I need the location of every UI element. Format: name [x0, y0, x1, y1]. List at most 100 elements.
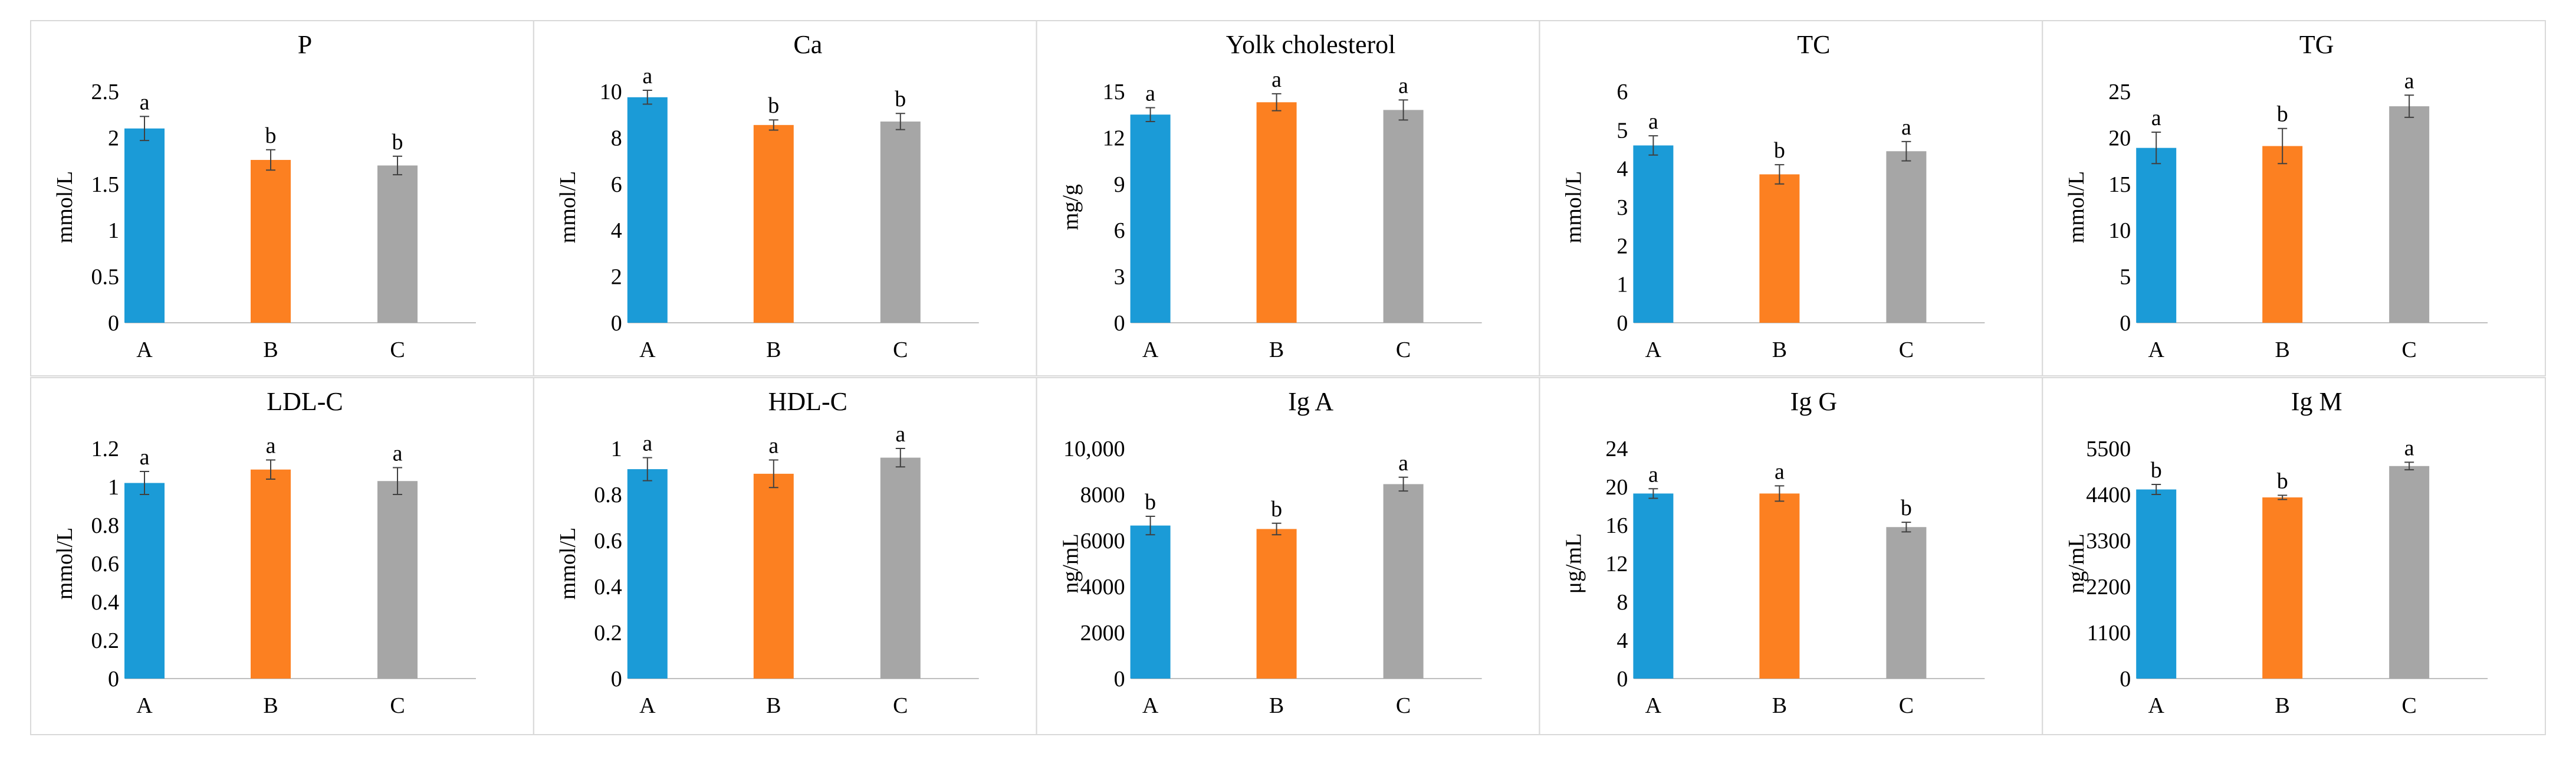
y-tick-label: 0	[108, 311, 119, 336]
y-tick-label: 3300	[2086, 529, 2131, 553]
y-axis-label: mmol/L	[52, 171, 77, 243]
y-tick-label: 0	[611, 311, 622, 336]
significance-letter: b	[392, 130, 403, 155]
x-tick-label: A	[1645, 338, 1662, 362]
error-bar-B	[2278, 494, 2288, 500]
significance-letter: b	[895, 87, 906, 112]
error-bar-B	[1271, 93, 1282, 112]
x-tick-label: A	[639, 693, 656, 718]
bar-C	[880, 121, 921, 323]
y-tick-label: 1.2	[91, 437, 120, 461]
bar-A	[1130, 114, 1171, 323]
error-bar-A	[1648, 488, 1658, 499]
y-tick-label: 5	[2120, 265, 2131, 290]
bar-C	[1886, 527, 1927, 679]
x-tick-label: A	[136, 338, 153, 362]
x-tick-label: B	[2275, 693, 2290, 718]
error-bar-A	[1145, 107, 1155, 122]
chart-title: LDL-C	[267, 387, 343, 416]
y-tick-label: 0.8	[91, 513, 120, 538]
chart-panel-5: TG mmol/L 0 5 10 15 20 25 a Ab Ba C	[2042, 20, 2546, 376]
y-tick-label: 6	[1114, 218, 1125, 243]
y-tick-label: 4000	[1080, 575, 1125, 600]
bar-C	[2389, 466, 2430, 679]
y-tick-label: 20	[2108, 126, 2131, 150]
y-tick-label: 1	[108, 218, 119, 243]
y-tick-label: 0.2	[594, 621, 622, 646]
error-bar-C	[393, 155, 402, 176]
y-tick-label: 6	[611, 172, 622, 197]
bar-B	[1759, 174, 1800, 323]
y-tick-label: 0.5	[91, 265, 120, 290]
y-axis-label: mg/g	[1059, 184, 1083, 230]
y-tick-label: 0.6	[594, 529, 622, 553]
x-tick-label: C	[390, 693, 405, 718]
significance-letter: b	[2277, 102, 2288, 127]
y-tick-label: 5500	[2086, 437, 2131, 461]
y-tick-label: 10	[600, 80, 622, 104]
significance-letter: a	[1145, 81, 1155, 106]
bar-B	[1256, 529, 1297, 679]
chart-panel-2: Ca mmol/L 0 2 4 6 8 10 a Ab Bb C	[533, 20, 1037, 376]
significance-letter: b	[1774, 138, 1785, 163]
error-bar-A	[2151, 483, 2161, 495]
x-tick-label: B	[263, 338, 278, 362]
y-tick-label: 4	[1616, 628, 1628, 653]
significance-letter: b	[265, 123, 277, 148]
chart-title: TC	[1797, 30, 1830, 59]
y-axis-label: mmol/L	[52, 528, 77, 600]
bar-B	[251, 469, 291, 679]
error-bar-B	[1775, 485, 1785, 502]
bar-C	[2389, 106, 2430, 323]
error-bar-B	[768, 119, 778, 131]
x-tick-label: A	[136, 693, 153, 718]
y-tick-label: 25	[2108, 80, 2131, 104]
chart-title: P	[298, 30, 312, 59]
significance-letter: a	[1271, 67, 1282, 92]
x-tick-label: B	[766, 693, 781, 718]
bar-A	[1633, 145, 1674, 323]
chart-title: Ig G	[1790, 387, 1837, 416]
y-tick-label: 2.5	[91, 80, 120, 104]
y-tick-label: 6	[1616, 80, 1628, 104]
significance-letter: b	[768, 93, 779, 118]
y-tick-label: 0	[1114, 311, 1125, 336]
y-tick-label: 2	[611, 265, 622, 290]
chart-panel-6: LDL-C mmol/L 0 0.2 0.4 0.6 0.8 1 1.2 a Aa Ba C	[30, 377, 534, 735]
bar-B	[251, 160, 291, 323]
bar-B	[2262, 146, 2303, 323]
significance-letter: a	[266, 434, 276, 458]
error-bar-A	[1648, 135, 1658, 156]
error-bar-C	[1398, 476, 1408, 492]
y-tick-label: 8000	[1080, 483, 1125, 507]
y-axis-label: mmol/L	[556, 528, 580, 600]
y-axis-label: ng/mL	[2064, 533, 2089, 593]
y-axis-label: mmol/L	[2064, 171, 2089, 243]
significance-letter: a	[1648, 462, 1658, 487]
chart-title: Yolk cholesterol	[1226, 30, 1396, 59]
x-tick-label: B	[766, 338, 781, 362]
bar-C	[1383, 110, 1424, 323]
x-tick-label: C	[893, 693, 908, 718]
bar-C	[880, 457, 921, 679]
bar-A	[124, 128, 165, 323]
error-bar-A	[140, 471, 149, 495]
y-tick-label: 0	[2120, 667, 2131, 692]
error-bar-C	[393, 467, 402, 495]
significance-letter: b	[2277, 469, 2288, 493]
y-tick-label: 15	[2108, 172, 2131, 197]
error-bar-C	[1901, 140, 1911, 162]
y-tick-label: 0	[611, 667, 622, 692]
bar-A	[1633, 493, 1674, 679]
y-axis-label: μg/mL	[1561, 533, 1586, 594]
bar-B	[1759, 493, 1800, 679]
x-tick-label: B	[2275, 338, 2290, 362]
y-tick-label: 1	[611, 437, 622, 461]
y-tick-label: 0.4	[91, 590, 120, 615]
y-tick-label: 2200	[2086, 575, 2131, 600]
chart-panel-8: Ig A ng/mL 0 2000 4000 6000 8000 10,000 b Ab Ba C	[1036, 377, 1540, 735]
error-bar-C	[1901, 522, 1911, 533]
x-tick-label: C	[893, 338, 908, 362]
